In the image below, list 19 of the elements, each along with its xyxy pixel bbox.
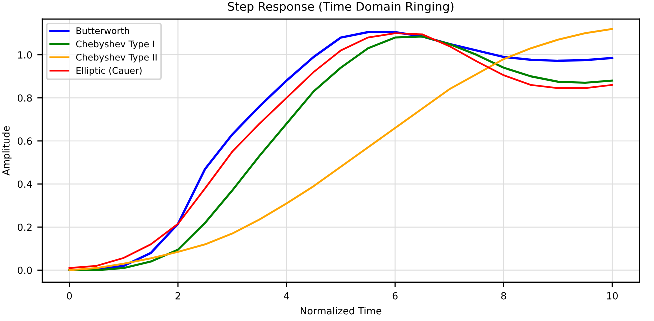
x-tick-label: 0 — [67, 292, 72, 300]
y-tick-label: 0.2 — [18, 224, 32, 232]
x-tick-label: 2 — [176, 292, 180, 300]
y-axis-title: Amplitude — [2, 126, 12, 176]
x-tick-label: 4 — [284, 292, 290, 300]
y-tick-label: 0.0 — [18, 266, 32, 274]
legend-label: Chebyshev Type I — [76, 40, 154, 50]
legend-label: Elliptic (Cauer) — [76, 67, 142, 76]
y-tick-label: 1.0 — [18, 51, 32, 59]
x-tick-label: 8 — [501, 292, 506, 300]
y-tick-label: 0.8 — [18, 94, 32, 102]
x-tick-label: 10 — [607, 292, 618, 300]
chart-title: Step Response (Time Domain Ringing) — [228, 2, 454, 14]
y-tick-label: 0.4 — [18, 180, 32, 188]
x-tick-label: 6 — [392, 292, 398, 300]
legend-label: Chebyshev Type II — [76, 54, 157, 63]
y-tick-label: 0.6 — [18, 138, 32, 146]
x-axis-title: Normalized Time — [301, 307, 382, 315]
legend-label: Butterworth — [76, 27, 130, 34]
